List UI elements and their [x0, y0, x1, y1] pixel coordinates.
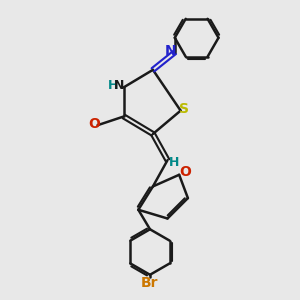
Text: H: H	[169, 156, 179, 169]
Text: H: H	[108, 80, 119, 92]
Text: N: N	[114, 79, 124, 92]
Text: S: S	[179, 102, 189, 116]
Text: O: O	[180, 165, 191, 179]
Text: O: O	[89, 117, 100, 131]
Text: N: N	[165, 44, 176, 58]
Text: Br: Br	[141, 276, 159, 289]
